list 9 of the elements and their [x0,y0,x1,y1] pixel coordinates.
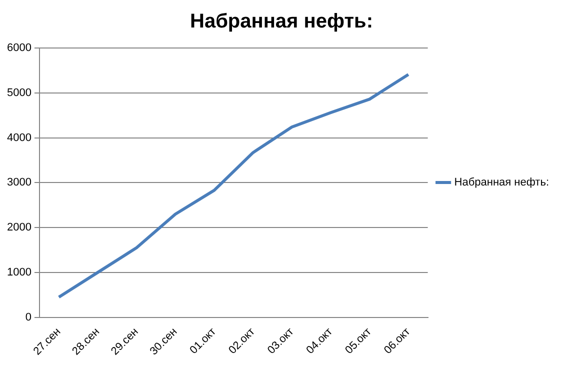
chart-title: Набранная нефть: [190,10,373,33]
y-tick-label: 0 [25,311,32,324]
y-tick-label: 5000 [6,86,32,99]
y-tick-label: 4000 [6,132,32,144]
y-tick-label: 3000 [6,176,32,189]
legend-label: Набранная нефть: [454,176,549,189]
y-tick-label: 1000 [6,266,32,278]
y-tick-label: 6000 [6,42,32,54]
y-tick-label: 2000 [6,222,32,234]
